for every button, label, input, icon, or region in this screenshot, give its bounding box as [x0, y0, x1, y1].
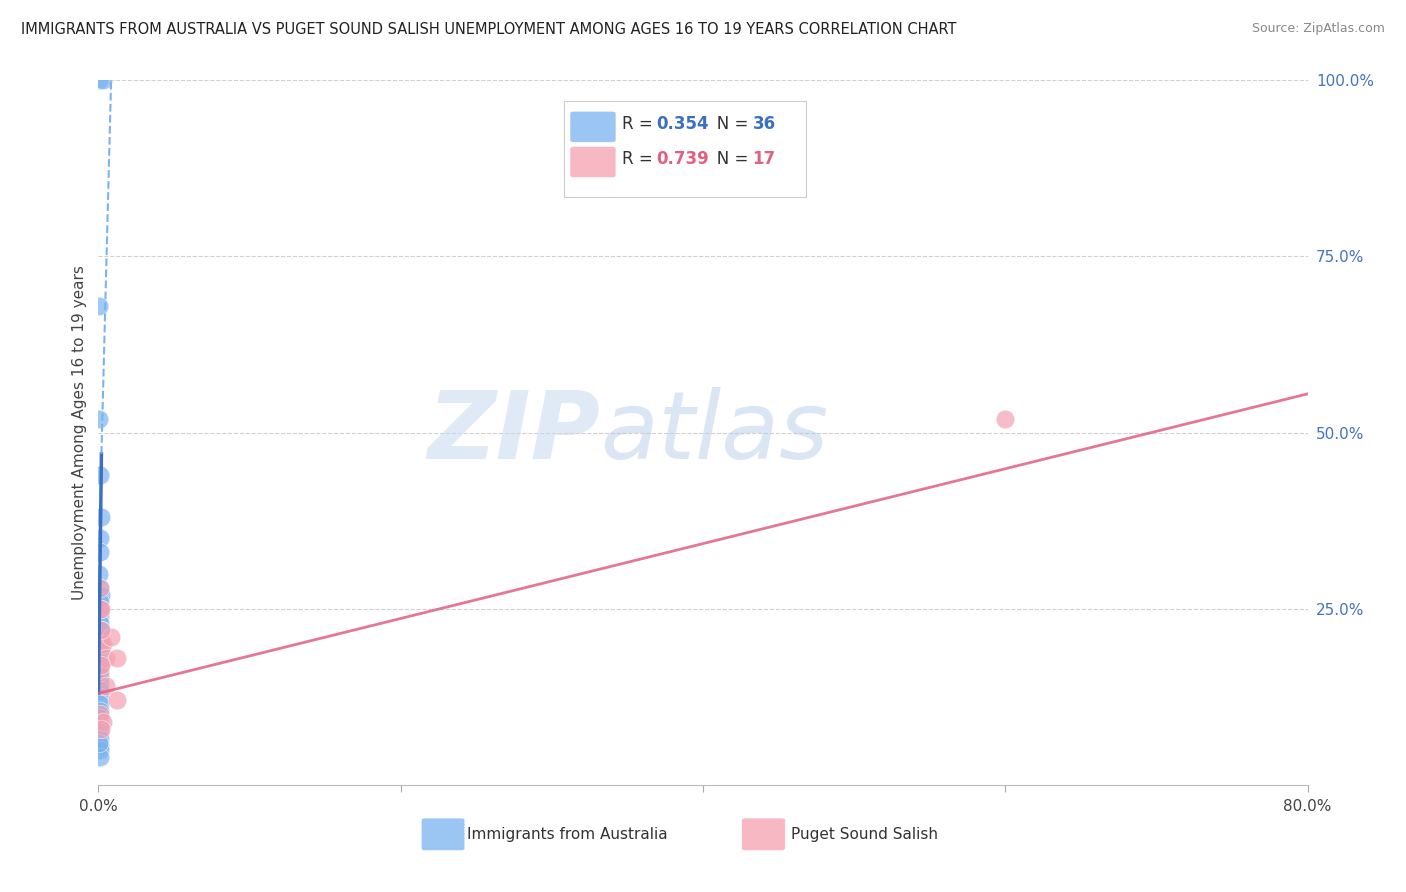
Text: N =: N =: [700, 115, 754, 133]
Point: [89, 749, 111, 764]
Text: atlas: atlas: [600, 387, 828, 478]
Point: [90, 623, 112, 637]
Point: [89, 669, 111, 683]
Point: [994, 411, 1017, 425]
Text: Immigrants from Australia: Immigrants from Australia: [467, 827, 668, 842]
Point: [91, 714, 114, 729]
Point: [89, 711, 111, 725]
FancyBboxPatch shape: [422, 818, 465, 850]
Text: 0.739: 0.739: [655, 150, 709, 169]
Point: [90, 601, 112, 615]
Point: [89, 725, 111, 739]
Point: [87, 411, 110, 425]
Text: Puget Sound Salish: Puget Sound Salish: [792, 827, 938, 842]
Point: [89, 615, 111, 630]
Point: [89, 690, 111, 704]
Point: [90, 637, 112, 651]
FancyBboxPatch shape: [564, 102, 806, 196]
Point: [89, 545, 111, 559]
Text: R =: R =: [621, 150, 658, 169]
Point: [105, 693, 128, 707]
Point: [90, 722, 112, 736]
FancyBboxPatch shape: [742, 818, 785, 850]
Point: [91, 637, 114, 651]
Point: [89, 662, 111, 676]
Point: [90, 588, 112, 602]
Point: [89, 742, 111, 756]
Point: [89, 630, 111, 644]
Point: [89, 739, 111, 754]
Text: 36: 36: [752, 115, 776, 133]
Text: IMMIGRANTS FROM AUSTRALIA VS PUGET SOUND SALISH UNEMPLOYMENT AMONG AGES 16 TO 19: IMMIGRANTS FROM AUSTRALIA VS PUGET SOUND…: [21, 22, 956, 37]
Point: [89, 697, 111, 711]
Point: [89, 581, 111, 595]
Point: [89, 601, 111, 615]
Point: [90, 510, 112, 524]
Text: Source: ZipAtlas.com: Source: ZipAtlas.com: [1251, 22, 1385, 36]
Point: [89, 601, 111, 615]
Point: [89, 644, 111, 658]
Point: [89, 566, 111, 581]
Point: [89, 532, 111, 546]
Point: [100, 630, 122, 644]
Point: [87, 73, 110, 87]
Point: [87, 299, 110, 313]
Point: [89, 581, 111, 595]
Point: [90, 623, 112, 637]
Point: [89, 732, 111, 747]
Point: [91, 73, 114, 87]
Text: 17: 17: [752, 150, 776, 169]
Point: [89, 707, 111, 722]
Point: [89, 682, 111, 697]
Point: [89, 675, 111, 690]
Point: [89, 655, 111, 669]
Y-axis label: Unemployment Among Ages 16 to 19 years: Unemployment Among Ages 16 to 19 years: [72, 265, 87, 600]
Point: [94, 651, 117, 665]
Point: [89, 665, 111, 680]
Point: [105, 651, 128, 665]
Point: [90, 658, 112, 673]
Text: ZIP: ZIP: [427, 386, 600, 479]
Point: [89, 637, 111, 651]
FancyBboxPatch shape: [569, 112, 616, 143]
FancyBboxPatch shape: [569, 146, 616, 178]
Point: [89, 467, 111, 482]
Point: [94, 679, 117, 693]
Text: N =: N =: [700, 150, 754, 169]
Point: [89, 736, 111, 750]
Point: [89, 595, 111, 609]
Point: [89, 704, 111, 718]
Text: 0.354: 0.354: [655, 115, 709, 133]
Point: [89, 608, 111, 623]
Point: [89, 623, 111, 637]
Text: R =: R =: [621, 115, 658, 133]
Point: [89, 718, 111, 732]
